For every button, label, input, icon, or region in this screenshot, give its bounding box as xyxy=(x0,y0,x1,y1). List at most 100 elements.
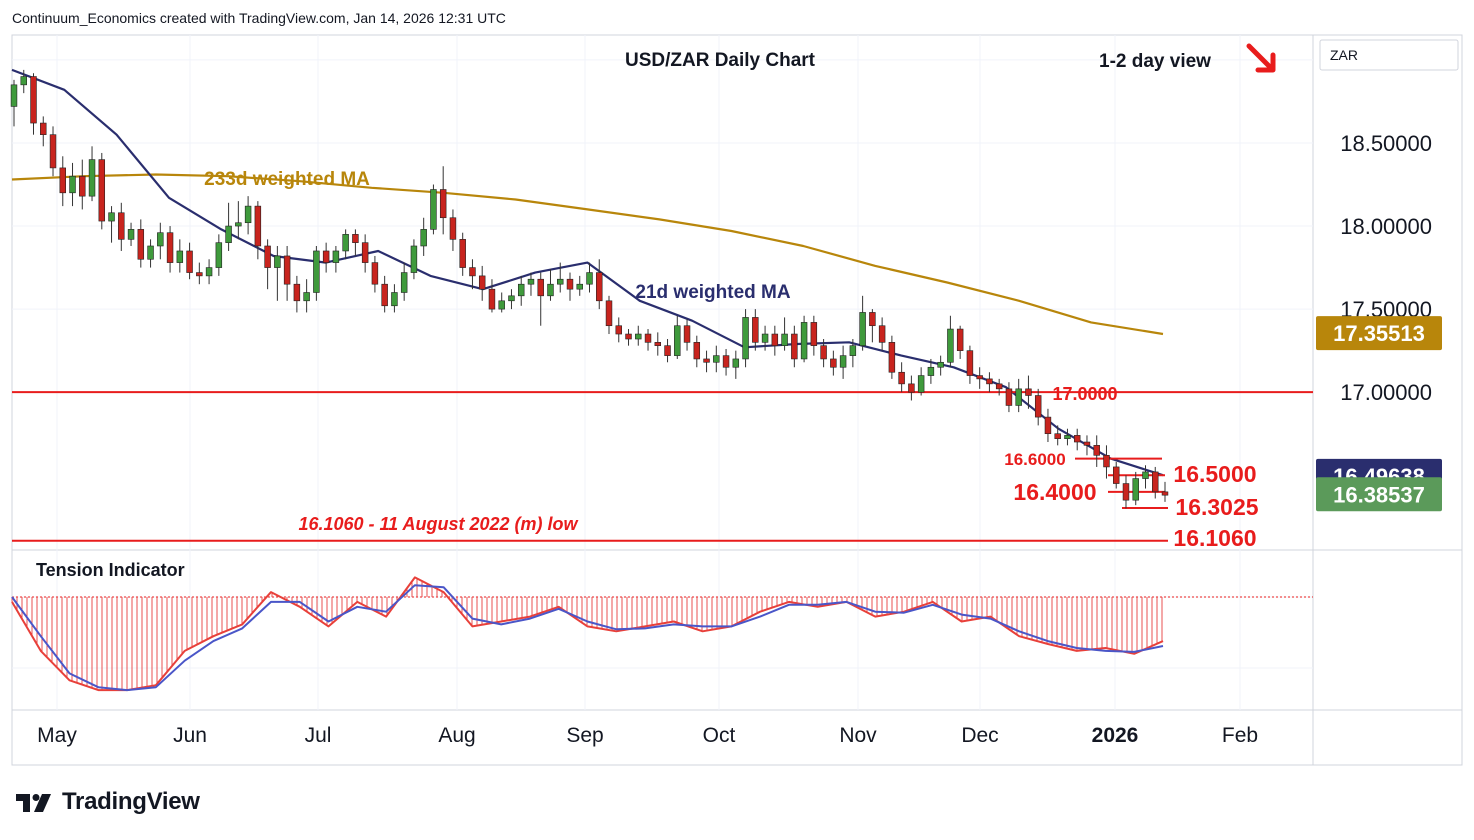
level-17-label: 17.0000 xyxy=(1052,384,1117,404)
candle-body xyxy=(283,255,291,285)
candle-body xyxy=(215,242,223,268)
candle-body xyxy=(1113,466,1120,484)
view-label: 1-2 day view xyxy=(1099,51,1211,72)
candle-body xyxy=(869,312,876,327)
candle-body xyxy=(927,366,935,376)
candle-body xyxy=(596,272,603,302)
candle-body xyxy=(342,234,349,252)
candle-body xyxy=(810,322,818,346)
candle-body xyxy=(322,250,330,263)
candle-body xyxy=(40,122,47,135)
candle-body xyxy=(108,212,115,222)
candle-body xyxy=(235,222,242,227)
candle-body xyxy=(459,239,466,268)
candle-body xyxy=(771,333,779,346)
candle-body xyxy=(469,267,476,277)
candle-body xyxy=(20,76,27,86)
candle-body xyxy=(1005,388,1013,406)
price-badge-label: 17.35513 xyxy=(1333,321,1425,346)
currency-box[interactable] xyxy=(1319,39,1459,71)
candle-body xyxy=(722,355,730,368)
candle-body xyxy=(186,250,193,273)
candle-body xyxy=(1064,435,1071,439)
candle-body xyxy=(157,232,164,247)
candle-body xyxy=(527,278,535,285)
currency-label: ZAR xyxy=(1330,47,1358,63)
candle-body xyxy=(79,175,86,197)
candle-body xyxy=(118,212,125,240)
candle-body xyxy=(566,278,574,290)
candle-body xyxy=(878,325,886,343)
candle-body xyxy=(839,355,847,368)
candle-body xyxy=(859,312,866,346)
candle-body xyxy=(976,375,983,380)
candle-body xyxy=(400,272,408,293)
indicator-red-line xyxy=(11,576,1164,692)
price-badge xyxy=(1316,477,1442,512)
candle-body xyxy=(888,342,896,373)
candle-body xyxy=(1132,478,1139,501)
candle-body xyxy=(88,159,96,197)
ma-233-path xyxy=(11,173,1164,336)
price-chart[interactable]: 19.0000018.5000018.0000017.5000017.00000… xyxy=(0,0,1474,780)
x-tick-label: Jun xyxy=(173,724,207,747)
candle-body xyxy=(683,325,691,343)
candle-body xyxy=(537,278,544,297)
candle-body xyxy=(615,325,622,335)
ma-233-line xyxy=(11,173,1164,336)
x-tick-label: Nov xyxy=(839,724,877,747)
tradingview-logo[interactable]: TradingView xyxy=(14,788,200,816)
tradingview-logo-icon xyxy=(16,794,51,812)
candle-body xyxy=(1103,455,1110,468)
candle-body xyxy=(781,333,788,346)
candle-body xyxy=(644,333,652,343)
candle-body xyxy=(917,375,925,393)
candle-body xyxy=(508,295,515,302)
x-tick-label: 2026 xyxy=(1092,724,1139,747)
candle-body xyxy=(488,288,496,310)
candle-body xyxy=(264,245,271,268)
candles xyxy=(10,69,1169,509)
candle-body xyxy=(1025,388,1032,396)
candle-body xyxy=(791,333,798,360)
chart-caption: Continuum_Economics created with Trading… xyxy=(12,10,506,26)
candle-body xyxy=(147,245,154,260)
candle-body xyxy=(10,84,18,107)
candle-body xyxy=(830,358,837,368)
candle-body xyxy=(517,283,525,297)
x-tick-label: Dec xyxy=(961,724,998,747)
candle-body xyxy=(1015,388,1022,406)
candle-body xyxy=(439,189,447,219)
candle-body xyxy=(1034,395,1042,418)
indicator-title: Tension Indicator xyxy=(36,560,185,580)
candle-body xyxy=(586,272,593,285)
candle-body xyxy=(137,229,145,260)
candle-body xyxy=(49,134,57,169)
candle-body xyxy=(742,317,749,360)
indicator-blue-line xyxy=(11,584,1164,692)
candle-body xyxy=(547,283,554,297)
candle-body xyxy=(69,175,76,194)
y-tick-label: 18.50000 xyxy=(1340,131,1432,156)
support-levels xyxy=(12,391,1313,542)
x-tick-label: Aug xyxy=(438,724,475,747)
time-axis[interactable]: May Jun Jul Aug Sep Oct Nov Dec 2026 Feb xyxy=(37,724,1258,747)
candle-body xyxy=(274,255,281,268)
chart-title: USD/ZAR Daily Chart xyxy=(625,50,816,71)
x-tick-label: Jul xyxy=(305,724,332,747)
candle-body xyxy=(1044,416,1052,435)
x-tick-label: Sep xyxy=(566,724,603,747)
candle-body xyxy=(956,328,964,351)
candle-body xyxy=(625,333,632,340)
candle-body xyxy=(59,167,66,194)
candle-body xyxy=(937,361,944,368)
candle-body xyxy=(849,345,857,356)
candle-body xyxy=(127,229,135,240)
candle-body xyxy=(196,272,203,277)
candle-body xyxy=(1142,471,1149,479)
ma-21-label: 21d weighted MA xyxy=(635,282,790,303)
candle-body xyxy=(1073,435,1081,443)
y-tick-label: 17.00000 xyxy=(1340,380,1432,405)
